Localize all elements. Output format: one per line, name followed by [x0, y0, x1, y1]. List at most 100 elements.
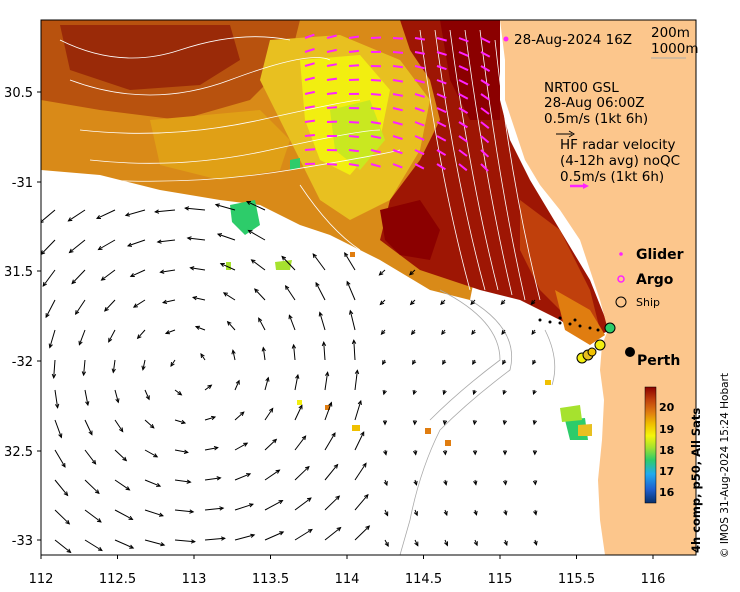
current-vector: [114, 479, 130, 491]
current-vector-head: [413, 511, 418, 517]
current-vector-head: [275, 469, 281, 474]
hf-vector: [480, 107, 490, 115]
x-tick-label: 114: [335, 572, 360, 587]
current-vector-head: [108, 337, 113, 343]
hf-vector: [304, 119, 316, 123]
colorbar-tick-20: 20: [659, 401, 675, 414]
hf-vector: [414, 51, 425, 55]
hf-vector: [458, 163, 468, 172]
current-vector-head: [532, 420, 537, 426]
current-vector: [101, 269, 116, 281]
current-vector-head: [104, 306, 109, 312]
current-vector-head: [441, 330, 446, 335]
current-vector: [114, 389, 119, 403]
current-vector-head: [85, 401, 90, 407]
hf-vector: [436, 93, 447, 99]
current-vector-head: [295, 373, 300, 379]
hf-vector: [326, 63, 337, 67]
current-vector-head: [471, 330, 476, 336]
hf-vector: [480, 37, 491, 44]
model-name: NRT00 GSL: [544, 80, 619, 96]
current-vector-head: [158, 512, 164, 517]
current-vector-head: [189, 509, 195, 514]
current-vector: [204, 477, 221, 481]
current-vector: [84, 479, 100, 494]
current-vector-head: [41, 219, 44, 224]
current-vector-head: [442, 390, 447, 396]
current-vector: [251, 259, 266, 271]
current-vector: [215, 204, 236, 211]
current-vector-head: [74, 310, 80, 316]
current-vector: [144, 419, 155, 429]
colorbar-tick-19: 19: [659, 423, 674, 436]
current-vector-head: [301, 435, 307, 441]
current-vector: [185, 207, 206, 211]
current-vector-head: [250, 533, 256, 538]
current-vector-head: [532, 450, 538, 456]
colorbar-gradient: [644, 386, 657, 504]
current-vector-head: [78, 340, 83, 346]
current-vector: [349, 310, 356, 331]
current-vector-head: [129, 544, 135, 549]
hf-vector: [458, 93, 469, 100]
current-vector-head: [97, 546, 103, 552]
hf-vector: [414, 93, 425, 98]
current-vector-head: [71, 279, 77, 285]
current-vector-head: [384, 541, 389, 547]
current-vector-head: [222, 292, 228, 297]
current-vector: [54, 509, 70, 525]
hf-vector: [370, 79, 382, 82]
hf-vector: [304, 90, 316, 95]
current-vector-head: [383, 450, 388, 456]
current-vector-head: [378, 271, 384, 276]
current-vector-head: [115, 398, 120, 404]
hf-vector: [304, 62, 315, 67]
current-vector-head: [502, 480, 508, 486]
current-vector: [409, 269, 416, 276]
current-vector-head: [502, 390, 507, 396]
hf-vector: [348, 49, 360, 53]
current-vector: [204, 416, 216, 421]
current-vector-head: [128, 515, 134, 520]
current-vector: [264, 408, 274, 421]
current-vector-head: [532, 390, 537, 396]
current-vector: [294, 497, 312, 511]
hf-vector: [370, 93, 382, 96]
glider-legend-label: Glider: [636, 247, 684, 263]
current-vector-head: [156, 239, 162, 244]
current-vector: [324, 495, 340, 511]
current-vector: [41, 209, 56, 223]
hf-vector: [304, 134, 316, 137]
hf-vector: [458, 65, 469, 72]
current-vector-head: [473, 480, 478, 486]
hf-vector: [458, 51, 469, 57]
current-vector-head: [346, 280, 351, 286]
current-vector: [324, 372, 329, 391]
current-vector-head: [503, 510, 508, 516]
current-vector: [227, 321, 236, 331]
ship-legend-label: Ship: [636, 296, 660, 309]
glider-legend-icon: [619, 252, 623, 256]
plot-frame: [40, 19, 697, 556]
current-vector-head: [281, 255, 287, 261]
current-vector-head: [186, 236, 192, 241]
current-vector-head: [149, 424, 155, 429]
current-vector-head: [164, 330, 171, 335]
hf-vector: [392, 149, 403, 155]
x-tick-label: 114.5: [405, 572, 442, 587]
hf-vector: [458, 149, 468, 157]
current-vector-head: [51, 373, 57, 379]
current-vector-head: [122, 456, 128, 462]
hf-vector: [414, 121, 425, 127]
hf-vector: [414, 135, 425, 141]
current-vector: [157, 239, 176, 243]
current-vector-head: [312, 253, 317, 259]
current-vector: [53, 359, 56, 378]
current-vector: [324, 527, 341, 541]
current-vector-head: [250, 259, 256, 264]
hf-vector: [392, 93, 403, 97]
current-vector: [217, 233, 236, 241]
hf-vector: [326, 91, 338, 95]
current-vector-head: [503, 540, 508, 547]
